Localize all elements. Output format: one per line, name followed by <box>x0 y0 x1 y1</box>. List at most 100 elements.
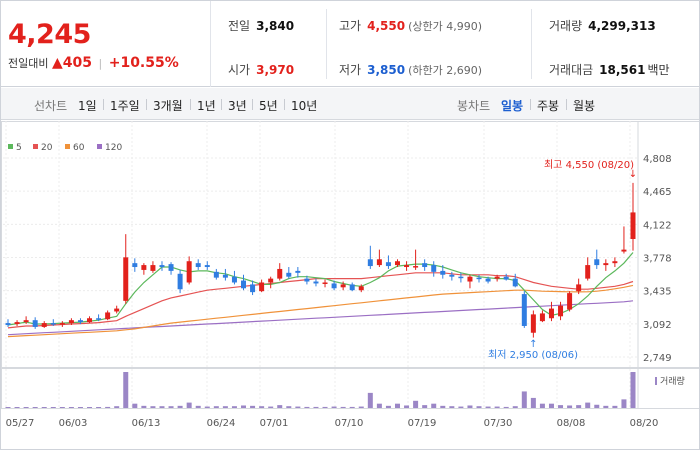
candle-body <box>422 263 428 268</box>
prev-close-value: 3,840 <box>256 19 295 33</box>
volume-bar <box>186 402 192 408</box>
x-tick-label: 05/27 <box>6 418 35 429</box>
quote-summary: 4,245 전일대비 ▲405 | +10.55% 전일 3,840 시가 3,97… <box>1 1 699 87</box>
candle-body <box>494 276 500 279</box>
y-tick-label: 3,435 <box>643 287 672 298</box>
volume-bar <box>132 403 138 408</box>
period-1w[interactable]: 1주일 <box>110 99 140 113</box>
period-10y[interactable]: 10년 <box>291 99 318 113</box>
volume-bar <box>376 403 382 408</box>
period-1d[interactable]: 1일 <box>78 99 97 113</box>
candle-body <box>485 278 491 282</box>
y-tick-label: 4,122 <box>643 220 672 231</box>
candle-body <box>340 284 346 288</box>
period-3y[interactable]: 3년 <box>228 99 247 113</box>
open-price: 시가 3,970 <box>228 61 294 78</box>
candle-body <box>150 265 156 271</box>
y-tick-label: 3,778 <box>643 254 672 265</box>
down-arrow-icon: ↓ <box>629 169 637 180</box>
candle-body <box>50 323 56 325</box>
volume-value: 4,299,313 <box>588 19 656 33</box>
volume-bar <box>404 405 410 408</box>
candle-body <box>168 264 174 271</box>
volume-bar <box>449 406 455 408</box>
volume-bar <box>14 407 20 408</box>
y-tick-label: 3,092 <box>643 320 672 331</box>
chart-toolbar: 선차트 1일 1주일 3개월 1년 3년 5년 10년 봉차트 일봉 주봉 월봉 <box>1 88 699 120</box>
candle-body <box>159 265 165 268</box>
x-tick-label: 07/01 <box>260 418 289 429</box>
period-3m[interactable]: 3개월 <box>153 99 183 113</box>
candle-body <box>313 281 319 284</box>
volume-bar <box>96 407 102 408</box>
volume-legend-swatch <box>655 377 657 385</box>
volume-bar <box>150 406 156 408</box>
volume-bar <box>241 405 247 408</box>
candle-body <box>512 278 518 287</box>
candle-body <box>231 276 237 283</box>
divider <box>252 99 253 110</box>
candle-body <box>385 262 391 267</box>
low-label: 저가 <box>339 63 362 77</box>
volume-bar <box>295 406 301 408</box>
candle-body <box>612 261 618 264</box>
volume-bar <box>558 405 564 408</box>
change-label: 전일대비 <box>8 57 49 70</box>
volume-bar <box>576 405 582 408</box>
period-1y[interactable]: 1년 <box>197 99 216 113</box>
volume-bar <box>59 407 65 408</box>
volume-bar <box>68 407 74 408</box>
candle-body <box>5 323 11 326</box>
prev-close-label: 전일 <box>228 19 251 33</box>
x-tick-label: 08/20 <box>630 418 659 429</box>
candle-body <box>621 249 627 252</box>
price-change: 전일대비 ▲405 | +10.55% <box>8 55 179 71</box>
candle-body <box>32 320 38 327</box>
candle-body <box>277 268 283 279</box>
candle-body <box>521 294 527 326</box>
candlestick-chart[interactable]: 4,808 4,465 4,122 3,778 3,435 3,092 2,749 05/27… <box>1 121 700 450</box>
candle-body <box>322 282 328 284</box>
ma5-line <box>7 252 634 326</box>
candle-body <box>195 263 201 268</box>
candle-body <box>413 266 419 268</box>
candle-weekly[interactable]: 주봉 <box>537 99 560 113</box>
volume-bar <box>77 407 83 408</box>
volume-bar <box>32 407 38 408</box>
volume-bar <box>322 406 328 408</box>
y-tick-label: 4,808 <box>643 154 672 165</box>
current-price: 4,245 <box>8 19 91 50</box>
candle-chart-label: 봉차트 <box>457 99 491 113</box>
candle-body <box>204 265 210 268</box>
volume-bar <box>521 391 527 408</box>
trade-amount: 거래대금 18,561 백만 <box>549 61 670 78</box>
legend-swatch <box>65 144 70 149</box>
volume-bar <box>41 407 47 408</box>
price-chart[interactable]: 4,808 4,465 4,122 3,778 3,435 3,092 2,749 05/27… <box>1 121 700 450</box>
volume-bar <box>231 406 237 408</box>
up-arrow-icon: ▲ <box>51 55 63 71</box>
candle-body <box>186 261 192 283</box>
candle-monthly[interactable]: 월봉 <box>573 99 596 113</box>
volume-bar <box>331 406 337 408</box>
volume-bar <box>114 406 120 408</box>
candle-daily[interactable]: 일봉 <box>501 99 524 113</box>
volume-bar <box>548 403 554 408</box>
amount-unit: 백만 <box>647 63 670 77</box>
volume-bar <box>476 406 482 408</box>
up-arrow-icon: ↑ <box>529 339 537 350</box>
divider <box>103 99 104 110</box>
candle-body <box>603 263 609 266</box>
candle-body <box>68 320 74 324</box>
candle-body <box>250 284 256 293</box>
candle-body <box>558 305 564 317</box>
volume-bar <box>422 405 428 408</box>
candle-body <box>41 323 47 327</box>
volume-bar <box>440 405 446 408</box>
volume-bar <box>467 405 473 408</box>
period-5y[interactable]: 5년 <box>259 99 278 113</box>
volume-bar <box>503 406 509 408</box>
change-value: 405 <box>62 55 92 71</box>
open-label: 시가 <box>228 63 251 77</box>
